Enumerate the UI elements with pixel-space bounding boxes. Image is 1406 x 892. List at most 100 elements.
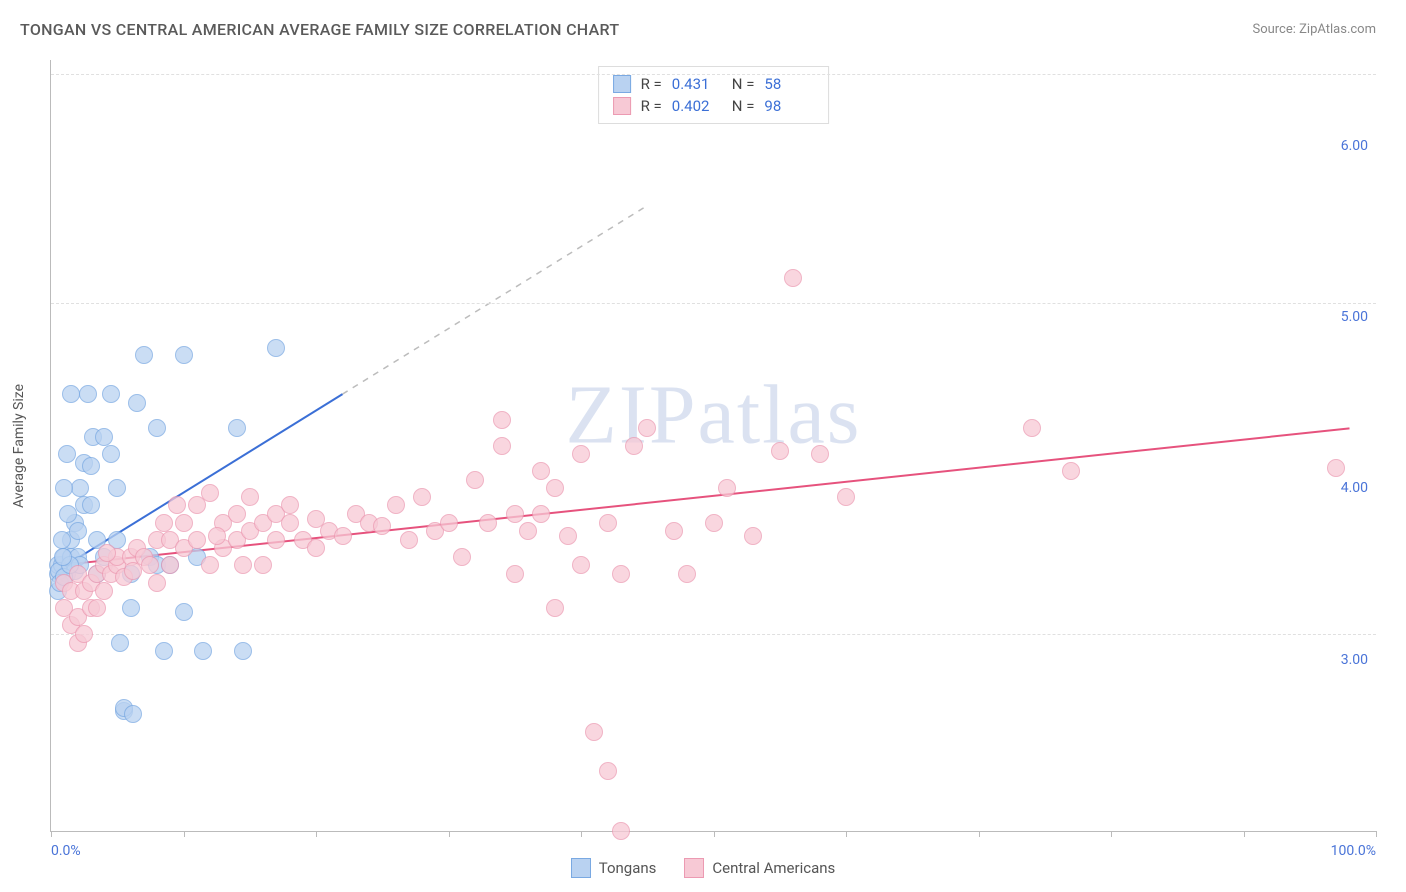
scatter-point <box>95 428 113 446</box>
scatter-point <box>837 488 855 506</box>
scatter-point <box>79 385 97 403</box>
scatter-point <box>128 394 146 412</box>
scatter-point <box>373 517 391 535</box>
y-tick-label: 3.00 <box>1341 652 1368 668</box>
scatter-point <box>155 514 173 532</box>
scatter-point <box>98 544 116 562</box>
scatter-point <box>625 437 643 455</box>
scatter-point <box>102 385 120 403</box>
scatter-point <box>124 562 142 580</box>
stats-n-label: N = <box>732 75 755 93</box>
scatter-point <box>334 527 352 545</box>
stats-r-value: 0.431 <box>672 75 722 93</box>
scatter-point <box>493 411 511 429</box>
stats-row: R = 0.431 N = 58 <box>613 73 815 95</box>
gridline <box>51 303 1376 304</box>
scatter-point <box>705 514 723 532</box>
stats-r-label: R = <box>641 75 662 93</box>
stats-r-label: R = <box>641 97 662 115</box>
stats-swatch <box>613 75 631 93</box>
scatter-point <box>546 479 564 497</box>
scatter-point <box>1327 459 1345 477</box>
scatter-point <box>53 531 71 549</box>
scatter-point <box>194 642 212 660</box>
scatter-point <box>141 556 159 574</box>
scatter-point <box>58 445 76 463</box>
scatter-point <box>559 527 577 545</box>
scatter-point <box>440 514 458 532</box>
x-tick <box>316 831 317 837</box>
scatter-point <box>413 488 431 506</box>
scatter-point <box>234 556 252 574</box>
scatter-point <box>175 346 193 364</box>
x-tick <box>1244 831 1245 837</box>
x-tick <box>979 831 980 837</box>
gridline <box>51 74 1376 75</box>
scatter-point <box>62 385 80 403</box>
scatter-point <box>281 514 299 532</box>
legend-item: Central Americans <box>684 858 835 878</box>
scatter-point <box>59 505 77 523</box>
scatter-point <box>55 479 73 497</box>
scatter-point <box>307 539 325 557</box>
scatter-point <box>1023 419 1041 437</box>
scatter-point <box>201 484 219 502</box>
stats-n-value: 58 <box>764 75 814 93</box>
gridline <box>51 634 1376 635</box>
chart-container: TONGAN VS CENTRAL AMERICAN AVERAGE FAMIL… <box>0 0 1406 892</box>
scatter-point <box>493 437 511 455</box>
x-tick <box>1111 831 1112 837</box>
stats-swatch <box>613 97 631 115</box>
scatter-point <box>241 488 259 506</box>
scatter-point <box>572 445 590 463</box>
scatter-point <box>453 548 471 566</box>
title-row: TONGAN VS CENTRAL AMERICAN AVERAGE FAMIL… <box>0 0 1406 49</box>
scatter-point <box>479 514 497 532</box>
scatter-point <box>718 479 736 497</box>
y-tick-label: 5.00 <box>1341 309 1368 325</box>
scatter-point <box>612 822 630 840</box>
y-axis-title: Average Family Size <box>11 383 27 507</box>
scatter-point <box>124 705 142 723</box>
stats-n-label: N = <box>732 97 755 115</box>
stats-n-value: 98 <box>764 97 814 115</box>
plot-area: Average Family Size ZIPatlas R = 0.431 N… <box>50 60 1376 832</box>
scatter-point <box>400 531 418 549</box>
scatter-point <box>208 527 226 545</box>
y-tick-label: 4.00 <box>1341 480 1368 496</box>
scatter-point <box>466 471 484 489</box>
x-tick <box>449 831 450 837</box>
scatter-point <box>519 522 537 540</box>
scatter-point <box>612 565 630 583</box>
chart-title: TONGAN VS CENTRAL AMERICAN AVERAGE FAMIL… <box>20 20 619 39</box>
x-tick <box>51 831 52 837</box>
scatter-point <box>168 496 186 514</box>
trend-lines <box>51 60 1376 831</box>
scatter-point <box>665 522 683 540</box>
scatter-point <box>82 496 100 514</box>
scatter-point <box>161 556 179 574</box>
legend-swatch <box>571 858 591 878</box>
scatter-point <box>175 514 193 532</box>
scatter-point <box>387 496 405 514</box>
scatter-point <box>148 574 166 592</box>
scatter-point <box>532 462 550 480</box>
legend-label: Central Americans <box>712 859 835 877</box>
scatter-point <box>75 625 93 643</box>
scatter-point <box>155 642 173 660</box>
scatter-point <box>122 599 140 617</box>
x-axis-max-label: 100.0% <box>1331 843 1376 859</box>
x-axis-min-label: 0.0% <box>51 843 81 859</box>
scatter-point <box>111 634 129 652</box>
stats-r-value: 0.402 <box>672 97 722 115</box>
source-label: Source: ZipAtlas.com <box>1252 22 1376 37</box>
scatter-point <box>69 522 87 540</box>
scatter-point <box>1062 462 1080 480</box>
scatter-point <box>88 599 106 617</box>
x-tick <box>1376 831 1377 837</box>
scatter-point <box>281 496 299 514</box>
legend-label: Tongans <box>599 859 657 877</box>
legend-swatch <box>684 858 704 878</box>
scatter-point <box>599 762 617 780</box>
scatter-point <box>228 419 246 437</box>
